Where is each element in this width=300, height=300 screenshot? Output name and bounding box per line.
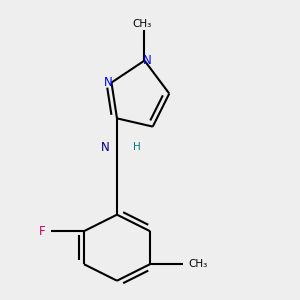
Text: N: N [101,141,110,154]
Text: CH₃: CH₃ [188,259,208,269]
Text: CH₃: CH₃ [132,19,152,29]
Text: N: N [104,76,113,89]
Text: H: H [134,142,141,152]
Text: N: N [143,54,152,67]
Text: F: F [39,225,45,238]
